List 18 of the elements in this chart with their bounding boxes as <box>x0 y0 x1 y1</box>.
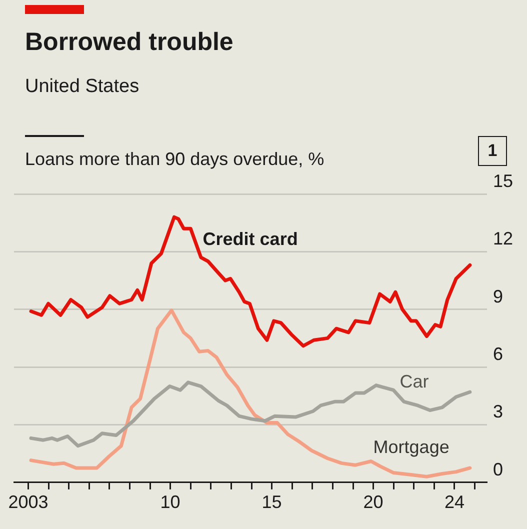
y-tick-label: 3 <box>492 402 503 422</box>
x-tick-label: 10 <box>160 492 180 512</box>
y-tick-label: 12 <box>492 228 514 249</box>
text: 1 <box>478 136 507 166</box>
y-tick-label: 0 <box>492 459 503 480</box>
y-axis-title: Loans more than 90 days overdue, % <box>25 149 324 170</box>
y-tick-label: 6 <box>492 344 503 364</box>
series-label: Car <box>400 371 429 392</box>
y-tick-label: 15 <box>492 170 514 191</box>
chart-title: Borrowed trouble <box>25 28 234 57</box>
y-tick-label: 9 <box>492 286 503 306</box>
x-tick-label: 15 <box>262 492 282 512</box>
chart-subtitle: United States <box>25 76 140 98</box>
series-label: Mortgage <box>373 436 450 457</box>
series-label: Credit card <box>202 229 298 250</box>
x-tick-label: 2003 <box>8 492 48 512</box>
x-tick-label: 24 <box>444 492 465 512</box>
x-tick-label: 20 <box>363 492 384 512</box>
